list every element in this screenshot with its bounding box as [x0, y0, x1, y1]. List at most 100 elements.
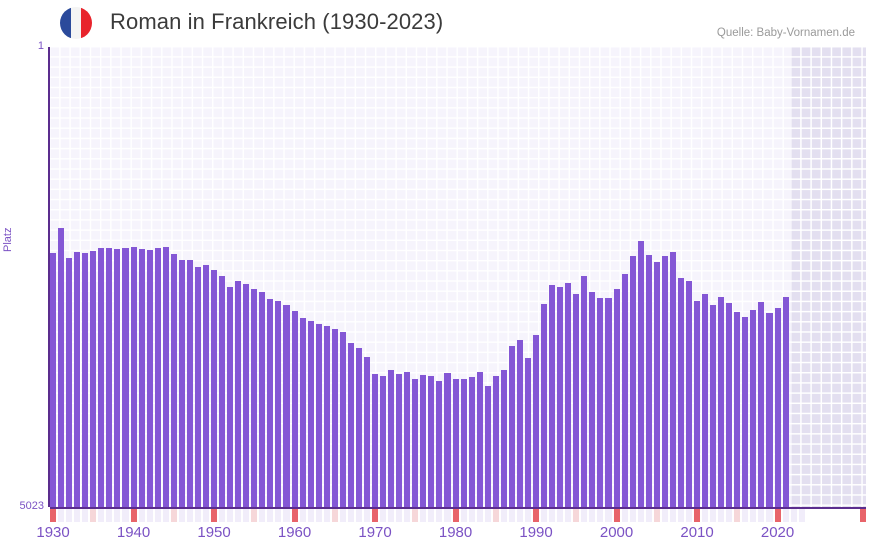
bar[interactable] [420, 374, 427, 507]
bar[interactable] [468, 376, 475, 507]
x-axis-tick-label: 1980 [438, 524, 473, 541]
bar[interactable] [436, 381, 443, 507]
bar[interactable] [428, 375, 435, 507]
bar[interactable] [170, 253, 177, 507]
bar[interactable] [243, 284, 250, 507]
bar[interactable] [677, 277, 684, 507]
bar[interactable] [363, 356, 371, 507]
bar[interactable] [653, 262, 660, 507]
bar[interactable] [605, 297, 612, 507]
bar[interactable] [178, 260, 185, 507]
bar[interactable] [66, 257, 73, 507]
bar[interactable] [492, 375, 499, 507]
bar[interactable] [315, 323, 322, 507]
bar[interactable] [74, 252, 81, 507]
bar[interactable] [291, 310, 298, 507]
bar[interactable] [484, 385, 491, 507]
bar[interactable] [106, 247, 113, 507]
bar[interactable] [726, 303, 733, 507]
bar[interactable] [710, 305, 717, 507]
bar[interactable] [267, 298, 274, 507]
bar[interactable] [355, 348, 362, 507]
bar[interactable] [516, 340, 523, 507]
bar[interactable] [98, 248, 105, 507]
bar[interactable] [219, 275, 226, 507]
bar[interactable] [372, 373, 379, 507]
bar[interactable] [235, 281, 242, 507]
bar[interactable] [114, 249, 121, 507]
x-tick-minor [74, 509, 81, 522]
bar[interactable] [685, 281, 693, 507]
bar[interactable] [549, 285, 556, 507]
bar[interactable] [508, 345, 515, 507]
bar[interactable] [404, 372, 411, 507]
bar[interactable] [766, 312, 773, 507]
bar[interactable] [524, 358, 532, 507]
bar[interactable] [283, 305, 290, 507]
bar[interactable] [227, 286, 234, 507]
bar[interactable] [734, 311, 741, 507]
bar[interactable] [412, 378, 419, 507]
bar[interactable] [565, 283, 572, 507]
bar[interactable] [629, 255, 636, 507]
x-tick-minor [589, 509, 596, 522]
bar[interactable] [460, 378, 467, 507]
bar[interactable] [162, 246, 169, 507]
bar[interactable] [758, 301, 765, 507]
bar[interactable] [669, 252, 676, 507]
bar[interactable] [661, 255, 668, 507]
bar[interactable] [742, 317, 749, 507]
x-tick-minor [710, 509, 717, 522]
bar[interactable] [307, 320, 314, 507]
bar[interactable] [275, 300, 282, 507]
bar[interactable] [597, 297, 604, 507]
x-tick-minor [202, 509, 210, 522]
bar[interactable] [299, 318, 306, 507]
bar[interactable] [50, 253, 57, 507]
bar[interactable] [750, 309, 757, 507]
bar[interactable] [637, 241, 644, 507]
bar[interactable] [645, 254, 652, 507]
bar[interactable] [702, 294, 709, 507]
bar[interactable] [718, 296, 725, 507]
bar[interactable] [90, 251, 97, 507]
bar[interactable] [621, 274, 628, 507]
bar[interactable] [388, 370, 395, 507]
bar[interactable] [452, 378, 459, 507]
bar[interactable] [444, 373, 451, 507]
bar[interactable] [557, 286, 564, 507]
bar[interactable] [323, 326, 330, 507]
bar[interactable] [211, 270, 218, 507]
bar[interactable] [339, 331, 346, 507]
bar[interactable] [130, 246, 137, 507]
bar[interactable] [589, 292, 596, 507]
bar[interactable] [251, 288, 258, 507]
bar[interactable] [259, 292, 266, 507]
bar[interactable] [122, 248, 129, 507]
bar[interactable] [541, 304, 548, 507]
bar[interactable] [58, 228, 65, 507]
bar[interactable] [380, 375, 387, 507]
x-tick-minor [388, 509, 395, 522]
bar[interactable] [331, 329, 338, 507]
bar[interactable] [202, 264, 210, 507]
bar[interactable] [694, 300, 701, 507]
bar[interactable] [186, 260, 193, 507]
bar[interactable] [146, 250, 153, 507]
bar[interactable] [347, 342, 354, 507]
bar-series [50, 47, 866, 507]
bar[interactable] [500, 370, 507, 507]
bar[interactable] [782, 296, 789, 507]
bar[interactable] [194, 266, 201, 507]
bar[interactable] [154, 248, 161, 507]
bar[interactable] [581, 275, 588, 507]
bar[interactable] [533, 334, 540, 507]
bar[interactable] [613, 288, 620, 507]
bar[interactable] [476, 372, 483, 507]
bar[interactable] [573, 294, 580, 507]
bar[interactable] [396, 373, 403, 507]
x-tick-minor [669, 509, 676, 522]
bar[interactable] [138, 249, 145, 507]
bar[interactable] [82, 253, 89, 507]
bar[interactable] [774, 307, 781, 507]
